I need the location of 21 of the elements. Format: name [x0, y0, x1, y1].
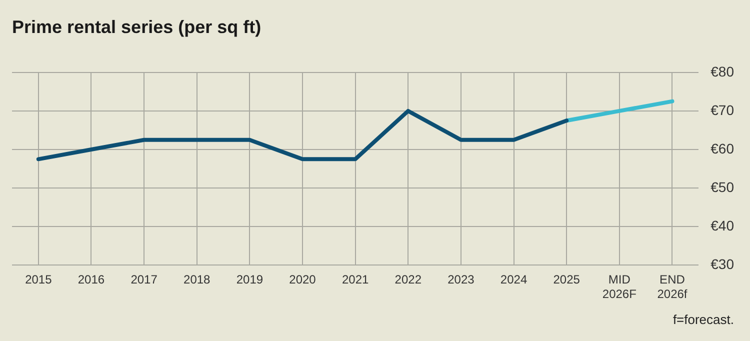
x-tick-label: 2017	[130, 272, 158, 287]
x-tick-label: 2019	[236, 272, 264, 287]
text: f=forecast.	[672, 312, 734, 327]
y-tick-label: €80	[710, 63, 734, 80]
chart-title: Prime rental series (per sq ft)	[12, 17, 262, 38]
x-tick-label: 2023	[448, 272, 475, 287]
x-tick-label: 2024	[500, 272, 528, 287]
x-tick-label: 2016	[78, 272, 105, 287]
x-tick-label: 2022	[394, 272, 422, 287]
x-tick-label: 2018	[184, 272, 211, 287]
x-tick-label: 2020	[289, 272, 316, 287]
x-tick-label: MID 2026F	[602, 272, 636, 302]
x-tick-label: END 2026f	[657, 272, 688, 302]
y-tick-label: €40	[710, 218, 734, 234]
y-tick-label: €30	[710, 256, 734, 272]
x-tick-label: 2021	[342, 272, 369, 287]
y-tick-label: €50	[710, 178, 734, 195]
x-tick-label: 2015	[25, 272, 52, 287]
y-tick-label: €60	[710, 140, 734, 156]
y-tick-label: €70	[710, 102, 734, 118]
x-tick-label: 2025	[553, 272, 580, 287]
